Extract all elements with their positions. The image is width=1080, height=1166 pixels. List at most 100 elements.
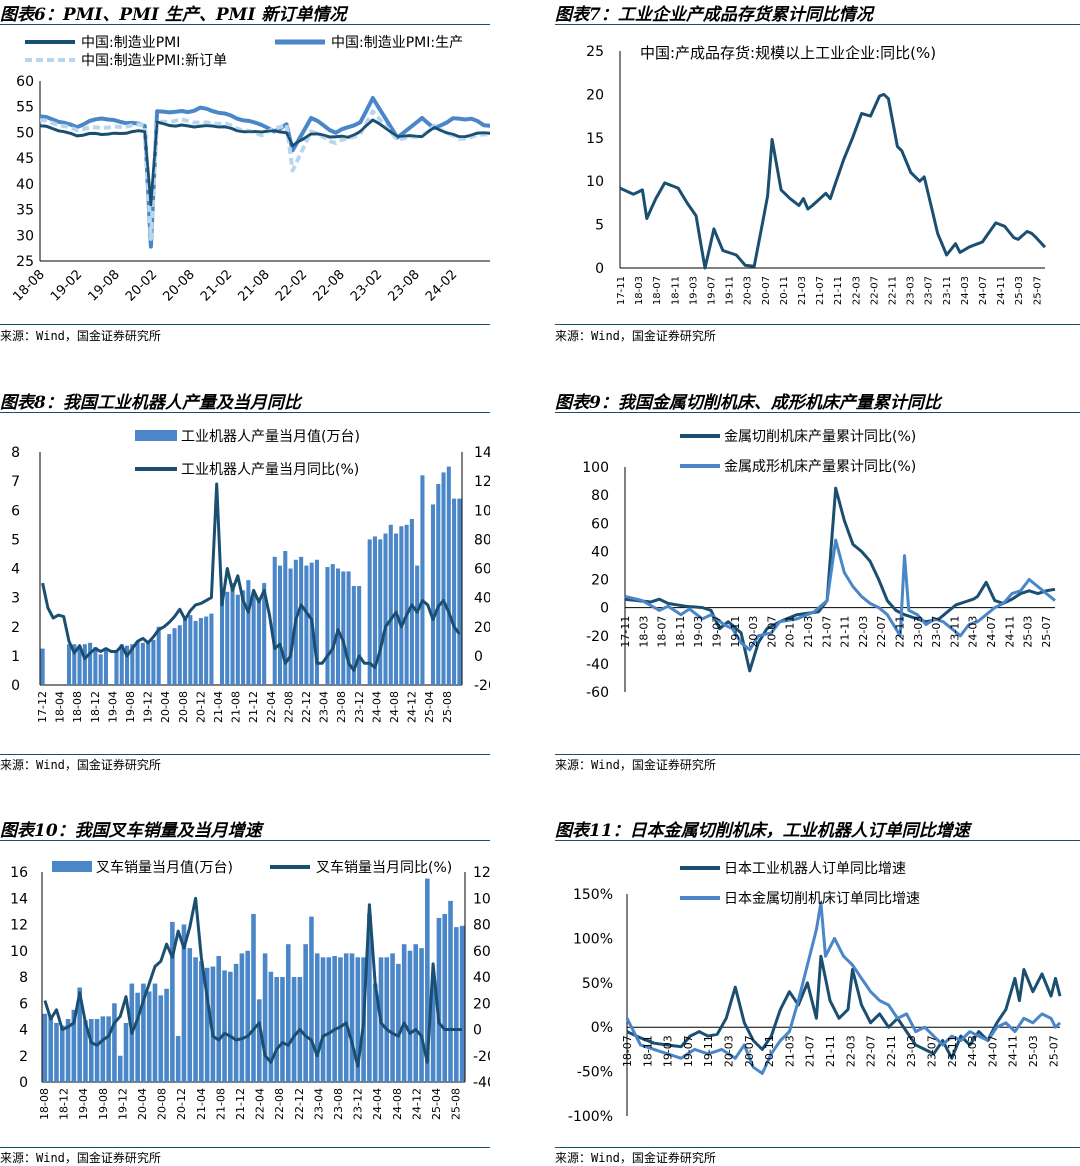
bar — [98, 654, 103, 685]
bar — [181, 924, 187, 1082]
y-tick-label: 6 — [11, 503, 20, 519]
x-tick-label: 23-03 — [905, 1035, 918, 1067]
chart8-source: 来源：Wind，国金证券研究所 — [0, 758, 161, 772]
x-tick-label: 21-07 — [804, 1035, 817, 1067]
x-tick-label: 18-11 — [641, 1035, 654, 1067]
bar — [341, 571, 346, 685]
y-tick-label: 0% — [591, 1020, 613, 1036]
legend-label: 日本工业机器人订单同比增速 — [724, 861, 906, 877]
x-tick-label: 20-11 — [763, 1035, 776, 1067]
bar — [230, 583, 235, 685]
x-tick-label: 22-07 — [865, 1035, 878, 1067]
bar — [141, 983, 146, 1082]
series-line — [39, 96, 490, 249]
x-tick-label: 22-08 — [282, 691, 295, 723]
x-tick-label: 23-07 — [930, 616, 943, 648]
x-tick-label: 21-02 — [198, 267, 235, 304]
x-tick-label: 25-03 — [1022, 616, 1035, 648]
bar — [40, 648, 45, 685]
y2-tick-label: 0 — [474, 649, 483, 665]
y2-tick-label: 100 — [474, 503, 490, 519]
bar — [123, 1022, 129, 1082]
x-tick-label: 22-03 — [844, 1035, 857, 1067]
x-tick-label: 24-03 — [967, 616, 980, 648]
x-tick-label: 22-02 — [273, 267, 310, 304]
chart9-source: 来源：Wind，国金证券研究所 — [555, 758, 716, 772]
x-tick-label: 19-11 — [725, 276, 736, 305]
bar — [130, 644, 135, 685]
x-tick-label: 21-04 — [212, 691, 225, 723]
x-tick-label: 24-11 — [996, 276, 1007, 305]
bar — [93, 647, 98, 685]
x-tick-label: 21-08 — [230, 691, 243, 723]
bar — [262, 583, 267, 685]
x-tick-label: 21-12 — [247, 691, 260, 723]
bar — [407, 950, 413, 1082]
panel-chart6: 图表6：PMI、PMI 生产、PMI 新订单情况 25 30 35 40 45 50 55 6… — [0, 0, 490, 350]
x-tick-label: 17-11 — [616, 276, 627, 305]
title-rule — [555, 840, 1080, 841]
series-line — [41, 482, 461, 672]
legend-label: 金属切削机床产量累计同比(%) — [724, 429, 916, 445]
bar — [42, 1013, 48, 1082]
x-tick-label: 20-07 — [765, 616, 778, 648]
x-tick-label: 23-03 — [906, 276, 917, 305]
chart10-source: 来源：Wind，国金证券研究所 — [0, 1151, 161, 1165]
bar — [262, 953, 268, 1082]
series-line — [619, 92, 1047, 270]
chart7-svg: 0 5 10 15 20 25 中国:产成品存货:规模以上工业企业:同比(%) 17-11 18… — [586, 44, 1047, 305]
bar — [94, 1019, 100, 1082]
bar — [336, 568, 341, 685]
title-rule — [555, 24, 1080, 25]
x-tick-label: 18-07 — [621, 1035, 634, 1067]
x-tick-label: 20-02 — [123, 267, 160, 304]
x-tick-label: 24-07 — [986, 1035, 999, 1067]
bar — [103, 650, 108, 685]
bar — [177, 625, 182, 685]
y-tick-label: 16 — [10, 865, 28, 881]
bar — [430, 504, 436, 685]
y2-tick-label: -40 — [473, 1075, 490, 1091]
legend-label: 叉车销量当月值(万台) — [96, 859, 233, 876]
y-tick-label: 3 — [11, 591, 20, 607]
legend-label: 工业机器人产量当月同比(%) — [181, 462, 359, 478]
x-tick-label: 21-12 — [234, 1088, 247, 1120]
x-tick-label: 24-07 — [985, 616, 998, 648]
y-tick-label: 2 — [19, 1049, 28, 1065]
y-tick-label: -40 — [586, 657, 609, 673]
x-tick-label: 20-03 — [743, 276, 754, 305]
bar — [151, 639, 156, 685]
x-tick-label: 18-11 — [674, 616, 687, 648]
bar — [441, 472, 446, 685]
bar — [210, 966, 216, 1082]
panel-chart8: 图表8：我国工业机器人产量及当月同比 0 1 2 3 4 5 6 7 8 -20 0 20 40 60 80… — [0, 388, 490, 783]
bar — [188, 615, 193, 685]
bar — [251, 591, 256, 685]
bar — [119, 644, 124, 685]
bar — [457, 498, 462, 685]
bar — [235, 594, 240, 685]
bar — [288, 568, 293, 685]
x-tick-label: 25-07 — [1032, 276, 1043, 305]
x-tick-label: 25-03 — [1027, 1035, 1040, 1067]
x-tick-label: 18-07 — [656, 616, 669, 648]
bar — [183, 618, 188, 685]
series-line — [624, 486, 1056, 673]
y2-tick-label: 40 — [473, 970, 490, 986]
bar — [187, 948, 193, 1082]
x-tick-label: 23-07 — [924, 276, 935, 305]
bar — [175, 1036, 181, 1082]
bar — [193, 957, 198, 1082]
bar — [72, 644, 77, 685]
x-tick-label: 19-11 — [729, 616, 742, 648]
bar — [256, 999, 262, 1082]
x-tick-label: 21-07 — [820, 616, 833, 648]
bar — [246, 580, 251, 685]
series-line — [43, 896, 463, 1068]
x-tick-label: 18-08 — [38, 1088, 51, 1120]
bar — [372, 536, 377, 685]
bar — [459, 925, 465, 1082]
y-tick-label: 8 — [19, 970, 28, 986]
bar — [209, 613, 214, 685]
source-rule — [555, 324, 1080, 325]
